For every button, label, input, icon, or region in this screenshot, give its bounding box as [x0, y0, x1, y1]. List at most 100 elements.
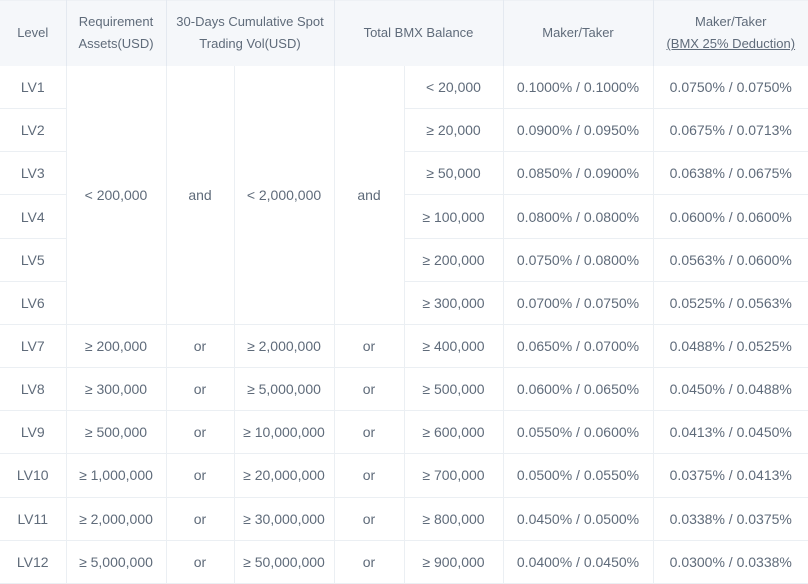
maker-taker-bmx-cell: 0.0638% / 0.0675%: [652, 151, 808, 196]
connector-cell-merged: and: [333, 65, 405, 325]
volume-cell: ≥ 2,000,000: [233, 323, 335, 369]
connector-cell-merged: and: [165, 65, 235, 325]
maker-taker-cell: 0.0700% / 0.0750%: [502, 280, 654, 325]
maker-taker-bmx-cell: 0.0750% / 0.0750%: [652, 65, 808, 110]
connector-cell: or: [165, 496, 235, 541]
bmx-balance-cell: ≥ 50,000: [403, 151, 504, 196]
volume-cell: ≥ 30,000,000: [233, 496, 335, 541]
tier-row-lv11: LV11 ≥ 2,000,000 or ≥ 30,000,000 or ≥ 80…: [0, 496, 808, 541]
header-requirement-line2: Assets(USD): [78, 36, 154, 52]
bmx-balance-cell: ≥ 200,000: [403, 237, 504, 282]
level-cell: LV7: [0, 323, 67, 369]
connector-cell: or: [165, 539, 235, 584]
level-cell: LV12: [0, 539, 67, 584]
connector-cell: or: [165, 410, 235, 455]
tier-row-lv8: LV8 ≥ 300,000 or ≥ 5,000,000 or ≥ 500,00…: [0, 367, 808, 412]
connector-cell: or: [333, 496, 405, 541]
volume-cell-merged: < 2,000,000: [233, 65, 335, 325]
connector-cell: or: [333, 410, 405, 455]
bmx-balance-cell: ≥ 800,000: [403, 496, 504, 541]
volume-cell: ≥ 5,000,000: [233, 367, 335, 412]
maker-taker-cell: 0.0600% / 0.0650%: [502, 367, 654, 412]
volume-cell: ≥ 20,000,000: [233, 453, 335, 498]
level-cell: LV9: [0, 410, 67, 455]
connector-cell: or: [333, 323, 405, 369]
maker-taker-bmx-cell: 0.0563% / 0.0600%: [652, 237, 808, 282]
maker-taker-bmx-cell: 0.0413% / 0.0450%: [652, 410, 808, 455]
level-cell: LV6: [0, 280, 67, 325]
bmx-balance-cell: ≥ 500,000: [403, 367, 504, 412]
maker-taker-bmx-cell: 0.0338% / 0.0375%: [652, 496, 808, 541]
header-requirement-assets: Requirement Assets(USD): [65, 0, 167, 66]
bmx-deduction-link[interactable]: (BMX 25% Deduction): [666, 36, 796, 52]
tier-row-lv9: LV9 ≥ 500,000 or ≥ 10,000,000 or ≥ 600,0…: [0, 410, 808, 455]
connector-cell: or: [333, 539, 405, 584]
tier-row-lv10: LV10 ≥ 1,000,000 or ≥ 20,000,000 or ≥ 70…: [0, 453, 808, 498]
bmx-balance-cell: ≥ 600,000: [403, 410, 504, 455]
requirement-cell: ≥ 2,000,000: [65, 496, 167, 541]
header-level: Level: [0, 0, 67, 66]
maker-taker-bmx-cell: 0.0675% / 0.0713%: [652, 108, 808, 153]
requirement-cell-merged: < 200,000: [65, 65, 167, 325]
maker-taker-bmx-cell: 0.0525% / 0.0563%: [652, 280, 808, 325]
maker-taker-bmx-cell: 0.0375% / 0.0413%: [652, 453, 808, 498]
bmx-balance-cell: ≥ 100,000: [403, 194, 504, 239]
header-volume-line2: Trading Vol(USD): [199, 36, 301, 52]
tier-row-lv3: LV3 ≥ 50,000 0.0850% / 0.0900% 0.0638% /…: [0, 151, 808, 196]
header-requirement-line1: Requirement: [78, 14, 154, 30]
level-cell: LV2: [0, 108, 67, 153]
level-cell: LV4: [0, 194, 67, 239]
bmx-balance-cell: ≥ 300,000: [403, 280, 504, 325]
header-row: Level Requirement Assets(USD) 30-Days Cu…: [0, 0, 808, 66]
requirement-cell: ≥ 300,000: [65, 367, 167, 412]
requirement-cell: ≥ 200,000: [65, 323, 167, 369]
bmx-balance-cell: < 20,000: [403, 65, 504, 110]
level-cell: LV3: [0, 151, 67, 196]
maker-taker-bmx-cell: 0.0300% / 0.0338%: [652, 539, 808, 584]
connector-cell: or: [165, 453, 235, 498]
maker-taker-cell: 0.0400% / 0.0450%: [502, 539, 654, 584]
level-cell: LV8: [0, 367, 67, 412]
tier-row-lv12: LV12 ≥ 5,000,000 or ≥ 50,000,000 or ≥ 90…: [0, 539, 808, 584]
level-cell: LV1: [0, 65, 67, 110]
header-maker-taker-bmx: Maker/Taker (BMX 25% Deduction): [652, 0, 808, 66]
level-cell: LV11: [0, 496, 67, 541]
header-maker-taker-bmx-line1: Maker/Taker: [694, 14, 767, 30]
tier-row-lv1: LV1 < 200,000 and < 2,000,000 and < 20,0…: [0, 65, 808, 325]
maker-taker-cell: 0.0450% / 0.0500%: [502, 496, 654, 541]
maker-taker-cell: 0.0850% / 0.0900%: [502, 151, 654, 196]
level-cell: LV10: [0, 453, 67, 498]
bmx-balance-cell: ≥ 400,000: [403, 323, 504, 369]
volume-cell: ≥ 50,000,000: [233, 539, 335, 584]
maker-taker-cell: 0.0650% / 0.0700%: [502, 323, 654, 369]
header-spot-volume: 30-Days Cumulative Spot Trading Vol(USD): [165, 0, 335, 66]
maker-taker-bmx-cell: 0.0488% / 0.0525%: [652, 323, 808, 369]
connector-cell: or: [333, 367, 405, 412]
maker-taker-cell: 0.0750% / 0.0800%: [502, 237, 654, 282]
maker-taker-cell: 0.0550% / 0.0600%: [502, 410, 654, 455]
tier-row-lv5: LV5 ≥ 200,000 0.0750% / 0.0800% 0.0563% …: [0, 237, 808, 282]
connector-cell: or: [333, 453, 405, 498]
tier-row-lv7: LV7 ≥ 200,000 or ≥ 2,000,000 or ≥ 400,00…: [0, 323, 808, 369]
volume-cell: ≥ 10,000,000: [233, 410, 335, 455]
header-volume-line1: 30-Days Cumulative Spot: [176, 14, 324, 30]
maker-taker-cell: 0.0800% / 0.0800%: [502, 194, 654, 239]
connector-cell: or: [165, 323, 235, 369]
maker-taker-cell: 0.0500% / 0.0550%: [502, 453, 654, 498]
bmx-balance-cell: ≥ 20,000: [403, 108, 504, 153]
maker-taker-bmx-cell: 0.0450% / 0.0488%: [652, 367, 808, 412]
bmx-balance-cell: ≥ 700,000: [403, 453, 504, 498]
header-maker-taker: Maker/Taker: [502, 0, 654, 66]
requirement-cell: ≥ 1,000,000: [65, 453, 167, 498]
level-cell: LV5: [0, 237, 67, 282]
requirement-cell: ≥ 500,000: [65, 410, 167, 455]
bmx-balance-cell: ≥ 900,000: [403, 539, 504, 584]
maker-taker-cell: 0.0900% / 0.0950%: [502, 108, 654, 153]
connector-cell: or: [165, 367, 235, 412]
header-bmx-balance: Total BMX Balance: [333, 0, 504, 66]
maker-taker-cell: 0.1000% / 0.1000%: [502, 65, 654, 110]
tier-row-lv6: LV6 ≥ 300,000 0.0700% / 0.0750% 0.0525% …: [0, 280, 808, 325]
maker-taker-bmx-cell: 0.0600% / 0.0600%: [652, 194, 808, 239]
requirement-cell: ≥ 5,000,000: [65, 539, 167, 584]
